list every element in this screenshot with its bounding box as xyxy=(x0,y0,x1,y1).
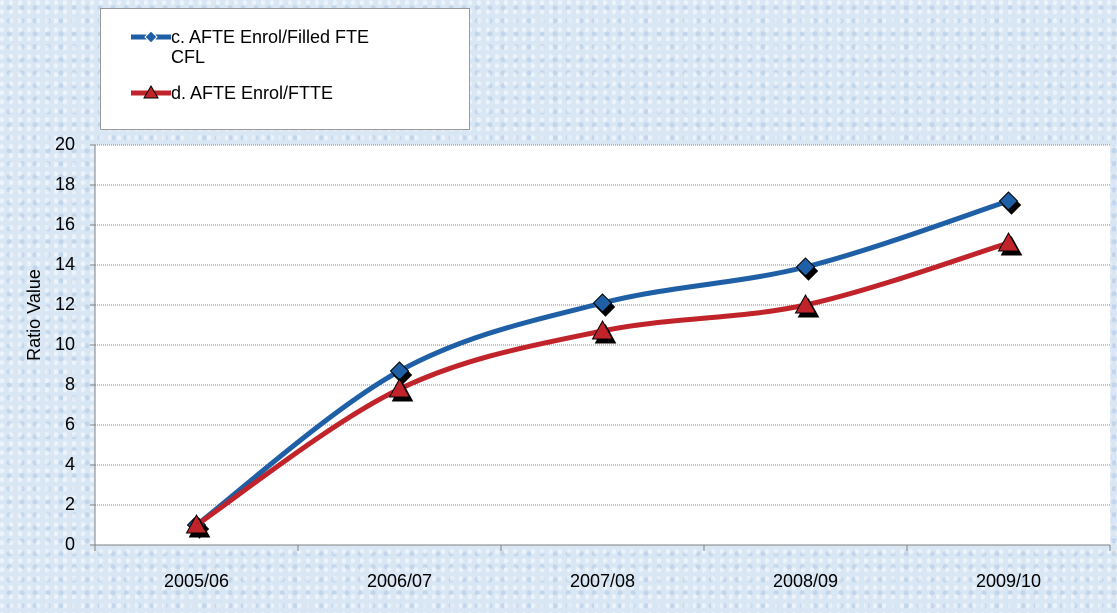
data-marker xyxy=(794,293,820,318)
data-marker xyxy=(998,191,1022,215)
y-tick-label: 8 xyxy=(65,374,75,394)
legend-swatch xyxy=(131,85,171,99)
y-tick-label: 4 xyxy=(65,454,75,474)
marker-shape xyxy=(592,293,613,313)
y-tick-label: 2 xyxy=(65,494,75,514)
marker-shape xyxy=(388,377,411,398)
marker-shape xyxy=(997,231,1020,252)
data-marker xyxy=(997,231,1023,256)
legend-swatch xyxy=(131,30,171,44)
y-tick-label: 12 xyxy=(55,294,75,314)
legend-label: d. AFTE Enrol/FTTE xyxy=(171,83,334,103)
y-tick-label: 10 xyxy=(55,334,75,354)
x-tick-label: 2008/09 xyxy=(773,571,838,591)
x-tick-label: 2007/08 xyxy=(570,571,635,591)
marker-shape xyxy=(998,191,1019,211)
y-axis-label: Ratio Value xyxy=(24,269,44,361)
y-tick-label: 16 xyxy=(55,214,75,234)
legend-marker xyxy=(144,30,158,44)
x-tick-label: 2009/10 xyxy=(976,571,1041,591)
data-marker xyxy=(185,513,211,538)
data-marker xyxy=(795,257,819,281)
data-marker xyxy=(591,319,617,344)
marker-shape xyxy=(591,319,614,340)
marker-shape xyxy=(795,257,816,277)
data-marker xyxy=(592,293,616,317)
data-marker xyxy=(388,377,414,402)
x-tick-label: 2005/06 xyxy=(164,571,229,591)
y-tick-label: 20 xyxy=(55,134,75,154)
y-tick-label: 0 xyxy=(65,534,75,554)
legend: c. AFTE Enrol/Filled FTE CFL d. AFTE Enro… xyxy=(100,8,470,130)
legend-label: c. AFTE Enrol/Filled FTE CFL xyxy=(171,27,370,67)
marker-shape xyxy=(185,513,208,534)
marker-shape xyxy=(794,293,817,314)
y-tick-label: 18 xyxy=(55,174,75,194)
x-tick-label: 2006/07 xyxy=(367,571,432,591)
y-tick-label: 6 xyxy=(65,414,75,434)
legend-marker xyxy=(143,85,159,99)
y-tick-label: 14 xyxy=(55,254,75,274)
